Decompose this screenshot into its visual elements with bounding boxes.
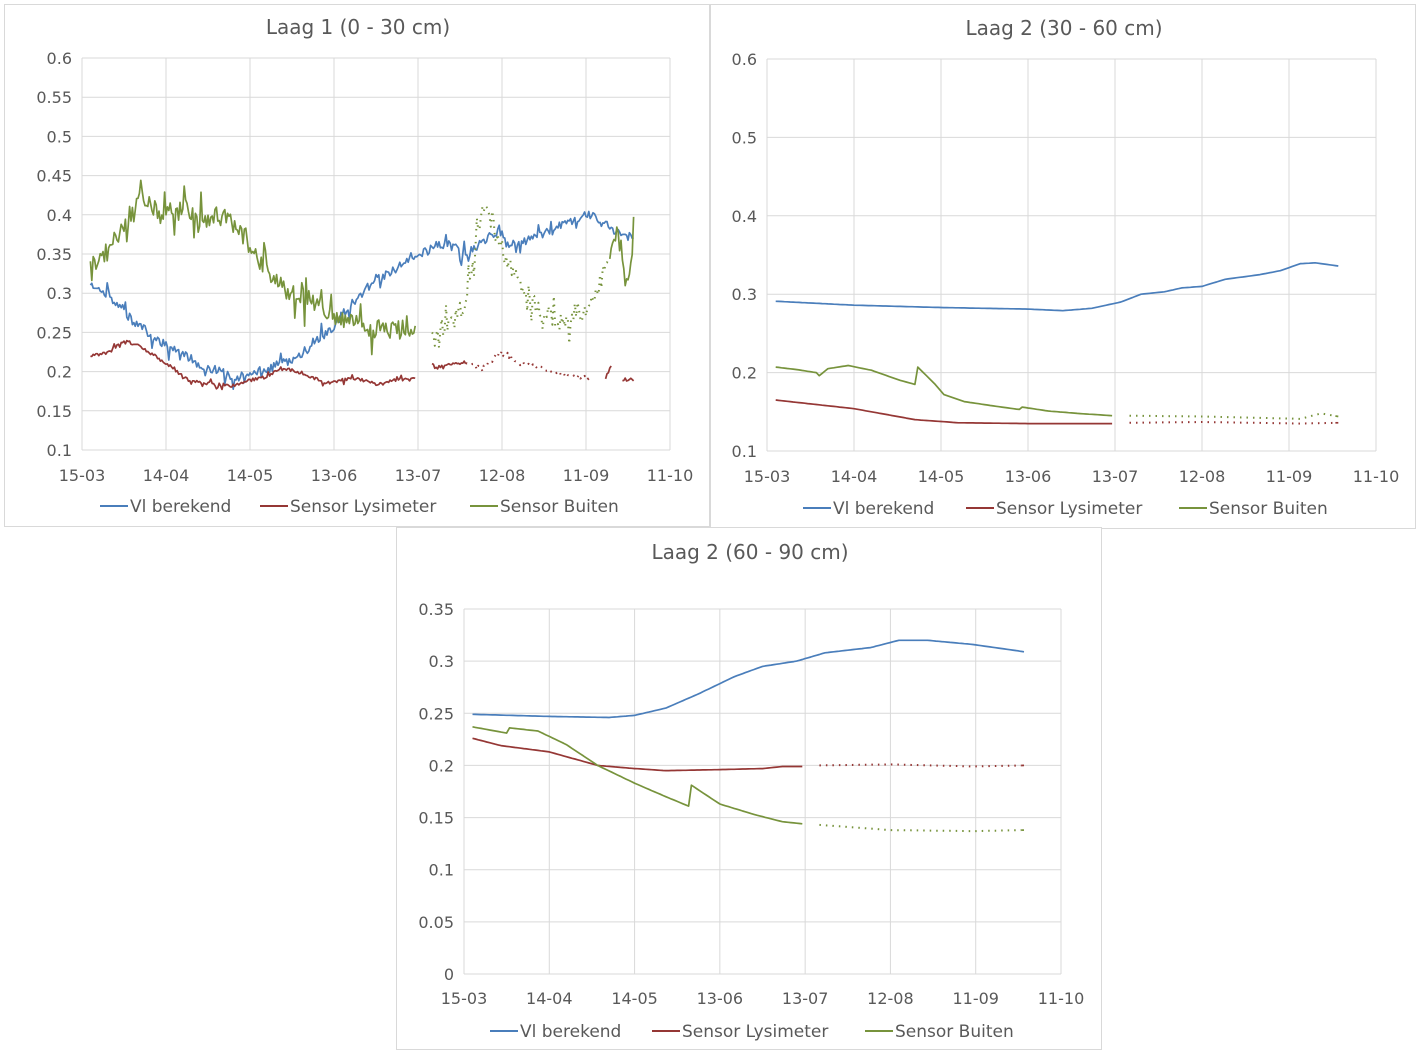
y-tick-label: 0.25 (36, 323, 72, 342)
series-line-vl (90, 212, 633, 390)
y-tick-label: 0.2 (429, 756, 454, 775)
x-tick-label: 14-05 (611, 989, 658, 1008)
y-tick-label: 0.6 (47, 49, 72, 68)
x-tick-label: 11-10 (1038, 989, 1085, 1008)
x-tick-label: 14-04 (526, 989, 573, 1008)
legend-label-buiten: Sensor Buiten (895, 1022, 1014, 1042)
chart-svg-laag-2-30-60: Laag 2 (30 - 60 cm) 0.1 0.2 0.3 0.4 0.5 0.6 15-… (711, 5, 1416, 530)
x-tick-label: 11-09 (563, 466, 610, 485)
x-tick-label: 12-08 (867, 989, 914, 1008)
x-tick-label: 13-07 (1092, 467, 1139, 486)
series-line-vl (776, 263, 1339, 311)
chart-svg-laag-1: Laag 1 (0 - 30 cm) 0.1 0.15 0.2 0.25 0.3 0.35 0… (5, 5, 711, 528)
x-tick-label: 11-09 (952, 989, 999, 1008)
x-tick-label: 13-07 (395, 466, 442, 485)
x-tick-label: 14-04 (143, 466, 190, 485)
y-tick-label: 0.3 (732, 285, 757, 304)
y-tick-label: 0 (444, 965, 454, 984)
y-tick-label: 0.1 (732, 442, 757, 461)
y-tick-label: 0.5 (732, 128, 757, 147)
legend-label-lysimeter: Sensor Lysimeter (682, 1022, 828, 1042)
series-line-lysimeter (90, 341, 415, 390)
series-line-buiten (432, 206, 610, 348)
chart-title: Laag 2 (30 - 60 cm) (965, 16, 1162, 40)
chart-title: Laag 1 (0 - 30 cm) (266, 15, 450, 39)
y-tick-label: 0.1 (429, 861, 454, 880)
series-line-buiten (90, 180, 415, 354)
y-tick-label: 0.2 (732, 364, 757, 383)
legend-label-buiten: Sensor Buiten (500, 497, 619, 517)
y-tick-label: 0.15 (418, 809, 454, 828)
x-tick-label: 12-08 (1179, 467, 1226, 486)
x-tick-label: 12-08 (479, 466, 526, 485)
chart-laag-1: Laag 1 (0 - 30 cm) 0.1 0.15 0.2 0.25 0.3 0.35 0… (4, 4, 710, 527)
y-tick-label: 0.15 (36, 402, 72, 421)
chart-laag-2-60-90: Laag 2 (60 - 90 cm) 0 0.05 0.1 0.15 0.2 0.25 0.… (396, 527, 1102, 1050)
legend-label-lysimeter: Sensor Lysimeter (290, 497, 436, 517)
chart-svg-laag-2-60-90: Laag 2 (60 - 90 cm) 0 0.05 0.1 0.15 0.2 0.25 0.… (397, 528, 1103, 1051)
series-line-lysimeter (432, 361, 466, 369)
y-tick-label: 0.45 (36, 167, 72, 186)
y-tick-label: 0.6 (732, 50, 757, 69)
x-tick-label: 13-06 (311, 466, 358, 485)
legend-label-lysimeter: Sensor Lysimeter (996, 499, 1142, 519)
x-tick-label: 15-03 (744, 467, 791, 486)
chart-laag-2-30-60: Laag 2 (30 - 60 cm) 0.1 0.2 0.3 0.4 0.5 0.6 15-… (710, 4, 1416, 529)
x-tick-label: 11-09 (1266, 467, 1313, 486)
x-tick-label: 13-06 (697, 989, 744, 1008)
series-line-buiten (473, 727, 803, 824)
x-tick-label: 15-03 (59, 466, 106, 485)
y-tick-label: 0.4 (47, 206, 72, 225)
x-tick-label: 14-05 (918, 467, 965, 486)
series-line-buiten (1130, 413, 1336, 419)
x-tick-label: 13-07 (782, 989, 829, 1008)
series-line-lysimeter (1130, 422, 1336, 424)
x-tick-label: 14-05 (227, 466, 274, 485)
y-tick-label: 0.05 (418, 913, 454, 932)
y-tick-label: 0.55 (36, 88, 72, 107)
y-tick-label: 0.35 (418, 600, 454, 619)
y-tick-label: 0.5 (47, 127, 72, 146)
legend-label-buiten: Sensor Buiten (1209, 499, 1328, 519)
series-line-buiten (819, 825, 1021, 831)
legend-label-vl: Vl berekend (833, 499, 934, 519)
x-tick-label: 14-04 (831, 467, 878, 486)
y-tick-label: 0.4 (732, 207, 757, 226)
y-tick-label: 0.1 (47, 441, 72, 460)
series-line-lysimeter (587, 378, 588, 380)
legend-label-vl: Vl berekend (520, 1022, 621, 1042)
y-tick-label: 0.35 (36, 245, 72, 264)
legend-label-vl: Vl berekend (130, 497, 231, 517)
series-line-lysimeter (606, 366, 612, 379)
x-tick-label: 15-03 (441, 989, 488, 1008)
y-tick-label: 0.3 (429, 652, 454, 671)
series-line-vl (473, 640, 1025, 717)
x-tick-label: 13-06 (1005, 467, 1052, 486)
y-tick-label: 0.25 (418, 704, 454, 723)
x-tick-label: 11-10 (647, 466, 694, 485)
series-line-buiten (1335, 416, 1338, 417)
series-line-buiten (610, 217, 634, 286)
y-tick-label: 0.3 (47, 284, 72, 303)
series-line-lysimeter (622, 378, 633, 381)
y-tick-label: 0.2 (47, 363, 72, 382)
series-line-lysimeter (466, 351, 588, 379)
x-tick-label: 11-10 (1353, 467, 1400, 486)
chart-title: Laag 2 (60 - 90 cm) (651, 540, 848, 564)
